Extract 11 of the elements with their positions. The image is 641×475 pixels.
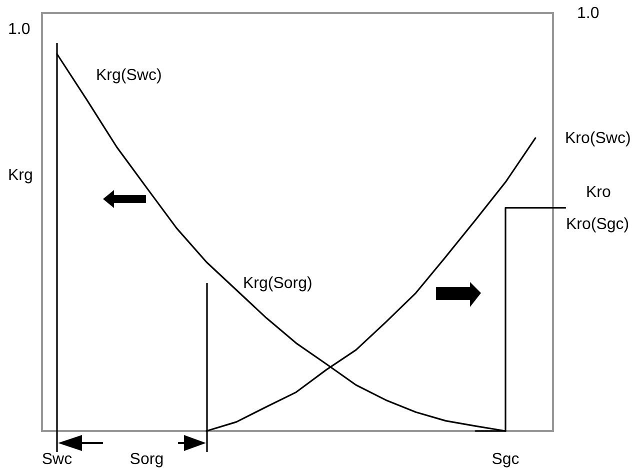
x-tick-label: Sgc <box>492 451 520 468</box>
x-tick-label: Sorg <box>130 451 164 468</box>
text: Kro(Swc) <box>565 130 631 147</box>
annotation: Krg(Sorg) <box>243 275 312 292</box>
y-axis-title: Krg <box>8 167 33 184</box>
text: 1.0 <box>577 5 600 22</box>
x-tick-label: Swc <box>42 451 72 468</box>
y2-axis-title: Kro <box>586 184 611 201</box>
annotation: Krg(Swc) <box>96 67 162 84</box>
text: Kro(Sgc) <box>566 216 630 233</box>
text: 1.0 <box>8 21 30 38</box>
